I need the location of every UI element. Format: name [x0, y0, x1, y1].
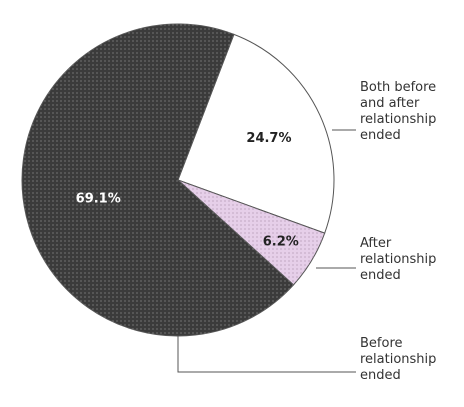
value-label: 6.2%: [263, 234, 299, 249]
slice-label: Both before and after relationship ended: [360, 80, 437, 143]
value-label: 24.7%: [246, 131, 291, 146]
slice-texture: [178, 180, 325, 285]
slice-label: Before relationship ended: [360, 336, 437, 383]
slice-label: After relationship ended: [360, 236, 437, 283]
slice-texture: [22, 24, 294, 336]
leader-line: [177, 336, 356, 373]
value-label: 69.1%: [76, 191, 121, 206]
pie-slice: [177, 33, 335, 234]
